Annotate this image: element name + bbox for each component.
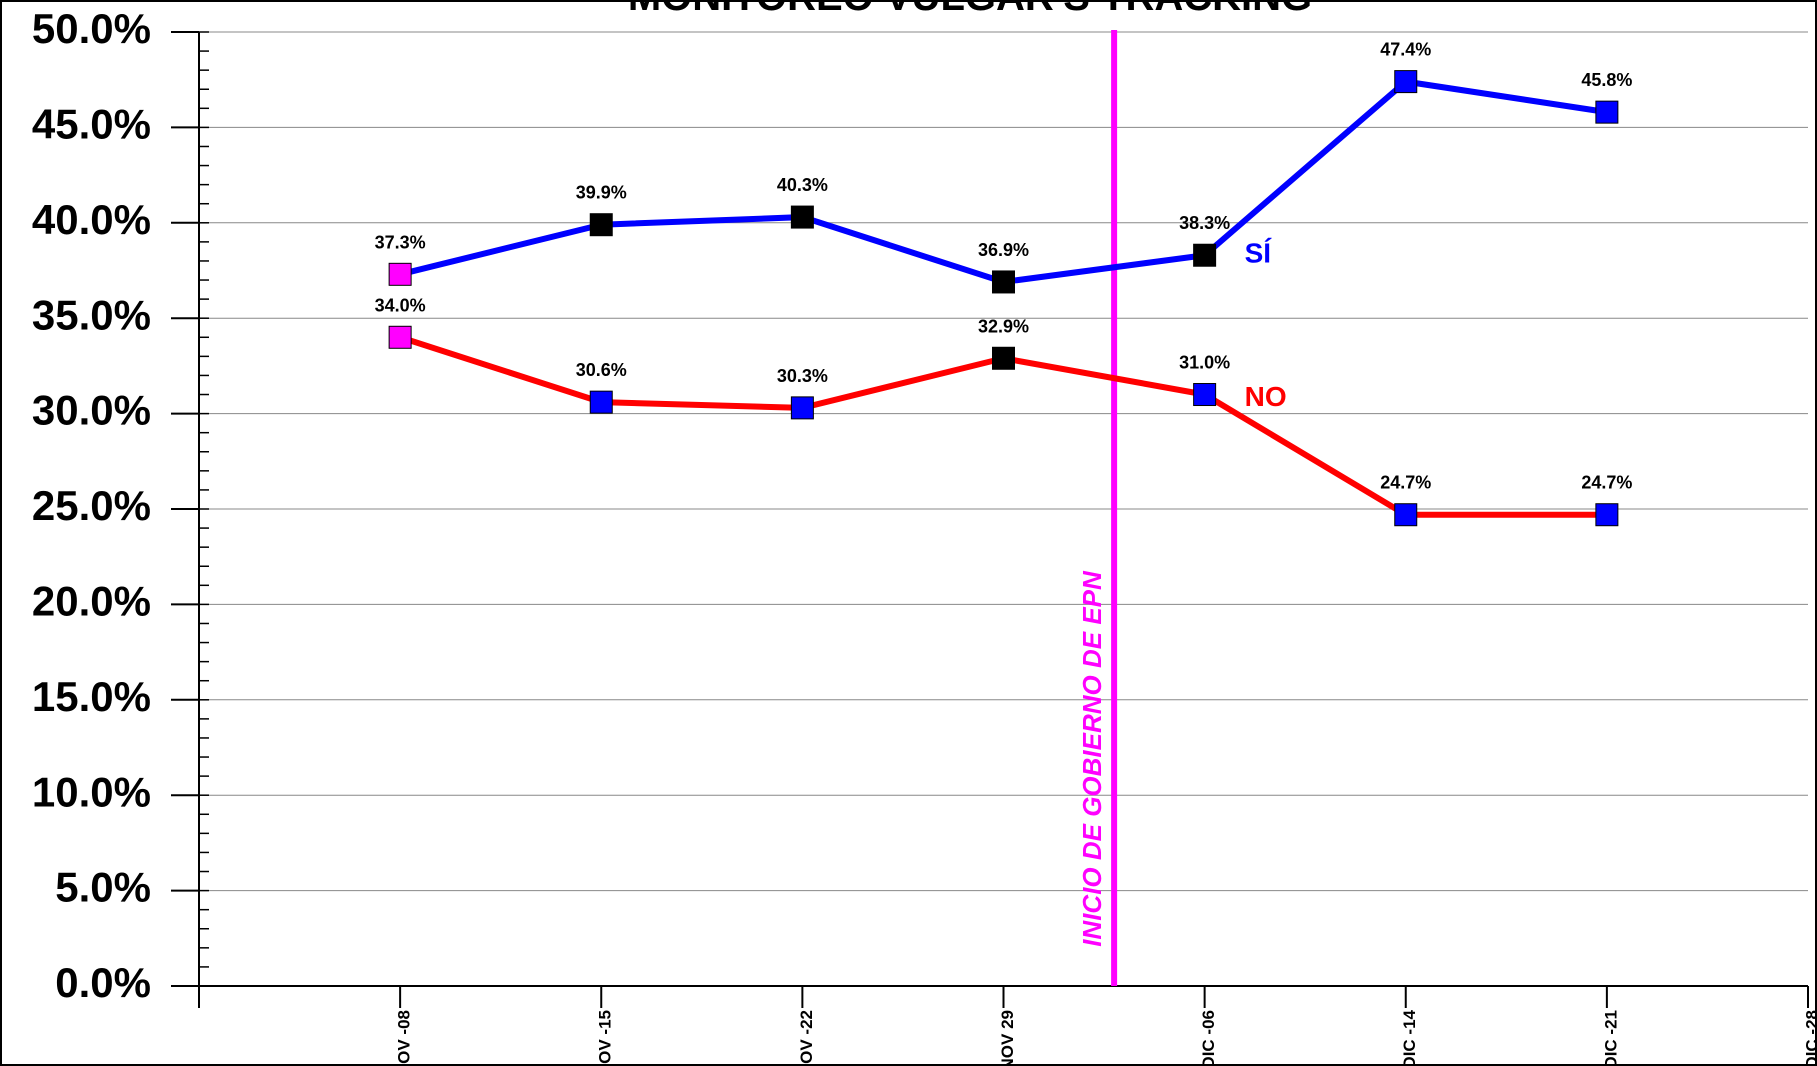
data-label: 45.8% xyxy=(1581,70,1632,90)
x-tick-label: NOV 29 xyxy=(998,1010,1017,1066)
series-label: NO xyxy=(1245,381,1287,412)
marker xyxy=(388,262,412,286)
y-tick-label: 0.0% xyxy=(55,959,151,1006)
marker xyxy=(589,213,613,237)
marker xyxy=(1193,383,1217,407)
data-label: 34.0% xyxy=(375,295,426,315)
marker xyxy=(992,270,1015,294)
data-label: 36.9% xyxy=(978,240,1029,260)
x-tick-label: DIC -21 xyxy=(1601,1010,1620,1066)
y-tick-label: 5.0% xyxy=(55,864,151,911)
y-tick-label: 35.0% xyxy=(32,291,151,338)
data-label: 47.4% xyxy=(1380,40,1431,60)
marker xyxy=(1193,243,1217,267)
data-label: 32.9% xyxy=(978,316,1029,336)
y-tick-label: 10.0% xyxy=(32,768,151,815)
marker xyxy=(1394,70,1418,94)
data-label: 30.3% xyxy=(777,366,828,386)
x-tick-label: NOV -08 xyxy=(395,1010,414,1066)
x-tick-label: DIC -06 xyxy=(1199,1010,1218,1066)
marker xyxy=(1394,503,1418,527)
data-label: 24.7% xyxy=(1380,473,1431,493)
y-tick-label: 15.0% xyxy=(32,673,151,720)
x-tick-label: DIC -14 xyxy=(1400,1009,1419,1066)
x-tick-label: NOV -22 xyxy=(797,1010,816,1066)
x-tick-label: NOV -15 xyxy=(596,1010,615,1066)
chart-title: MONITOREO VULGAR'S TRACKING xyxy=(628,0,1312,19)
data-label: 39.9% xyxy=(576,183,627,203)
marker xyxy=(388,325,412,349)
y-tick-label: 30.0% xyxy=(32,387,151,434)
annotation-text: INICIO DE GOBIERNO DE EPN xyxy=(1077,570,1107,947)
data-label: 38.3% xyxy=(1179,213,1230,233)
y-tick-label: 45.0% xyxy=(32,100,151,147)
y-tick-label: 20.0% xyxy=(32,577,151,624)
y-tick-label: 40.0% xyxy=(32,196,151,243)
marker xyxy=(992,346,1015,370)
data-label: 37.3% xyxy=(375,232,426,252)
series-label: SÍ xyxy=(1245,238,1273,269)
marker xyxy=(589,390,613,414)
x-tick-label: DIC -28 xyxy=(1802,1010,1817,1066)
y-tick-label: 50.0% xyxy=(32,5,151,52)
marker xyxy=(790,396,814,420)
y-tick-label: 25.0% xyxy=(32,482,151,529)
data-label: 24.7% xyxy=(1581,473,1632,493)
marker xyxy=(790,205,814,229)
data-label: 31.0% xyxy=(1179,353,1230,373)
marker xyxy=(1595,100,1619,124)
marker xyxy=(1595,503,1619,527)
data-label: 30.6% xyxy=(576,360,627,380)
data-label: 40.3% xyxy=(777,175,828,195)
